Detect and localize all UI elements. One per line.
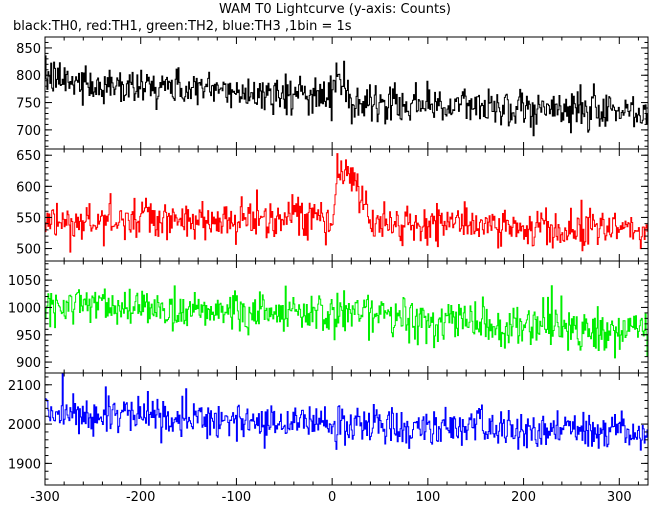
panels-group: 700 750 800 850 500 550 600 650 900 950 1000 1050 19… (8, 36, 649, 486)
x-axis: -300 -200 -100 0 100 200 300 (30, 490, 631, 505)
x-tick-label: -300 (30, 490, 60, 505)
y-tick-label: 800 (16, 69, 41, 84)
series-line-th0 (45, 55, 648, 137)
panel-th1: 500 550 600 650 (16, 148, 649, 262)
x-tick-label: -200 (126, 490, 156, 505)
x-tick-label: 300 (607, 490, 632, 505)
y-tick-label: 750 (16, 97, 41, 112)
chart-subtitle: black:TH0, red:TH1, green:TH2, blue:TH3 … (13, 19, 352, 34)
y-tick-label: 600 (16, 180, 41, 195)
panel-th3: 1900 2000 2100 (8, 372, 649, 486)
panel-th2: 900 950 1000 1050 (8, 260, 649, 374)
y-tick-label: 1900 (8, 457, 41, 472)
series-line-th1 (45, 153, 648, 253)
series-line-th2 (45, 285, 648, 359)
y-tick-label: 850 (16, 42, 41, 57)
panel-th0: 700 750 800 850 (16, 36, 649, 150)
y-tick-label: 2100 (8, 379, 41, 394)
x-tick-label: 100 (415, 490, 440, 505)
y-tick-label: 500 (16, 243, 41, 258)
y-tick-label: 550 (16, 211, 41, 226)
y-tick-label: 700 (16, 124, 41, 139)
y-tick-label: 900 (16, 356, 41, 371)
y-tick-label: 2000 (8, 418, 41, 433)
y-tick-label: 950 (16, 329, 41, 344)
x-tick-label: -100 (222, 490, 252, 505)
chart-title: WAM T0 Lightcurve (y-axis: Counts) (219, 2, 451, 17)
x-tick-label: 200 (511, 490, 536, 505)
panel-frame (44, 372, 649, 486)
y-tick-label: 1000 (8, 301, 41, 316)
y-tick-label: 1050 (8, 274, 41, 289)
x-tick-label: 0 (328, 490, 336, 505)
series-line-th3 (45, 373, 648, 451)
y-tick-label: 650 (16, 149, 41, 164)
